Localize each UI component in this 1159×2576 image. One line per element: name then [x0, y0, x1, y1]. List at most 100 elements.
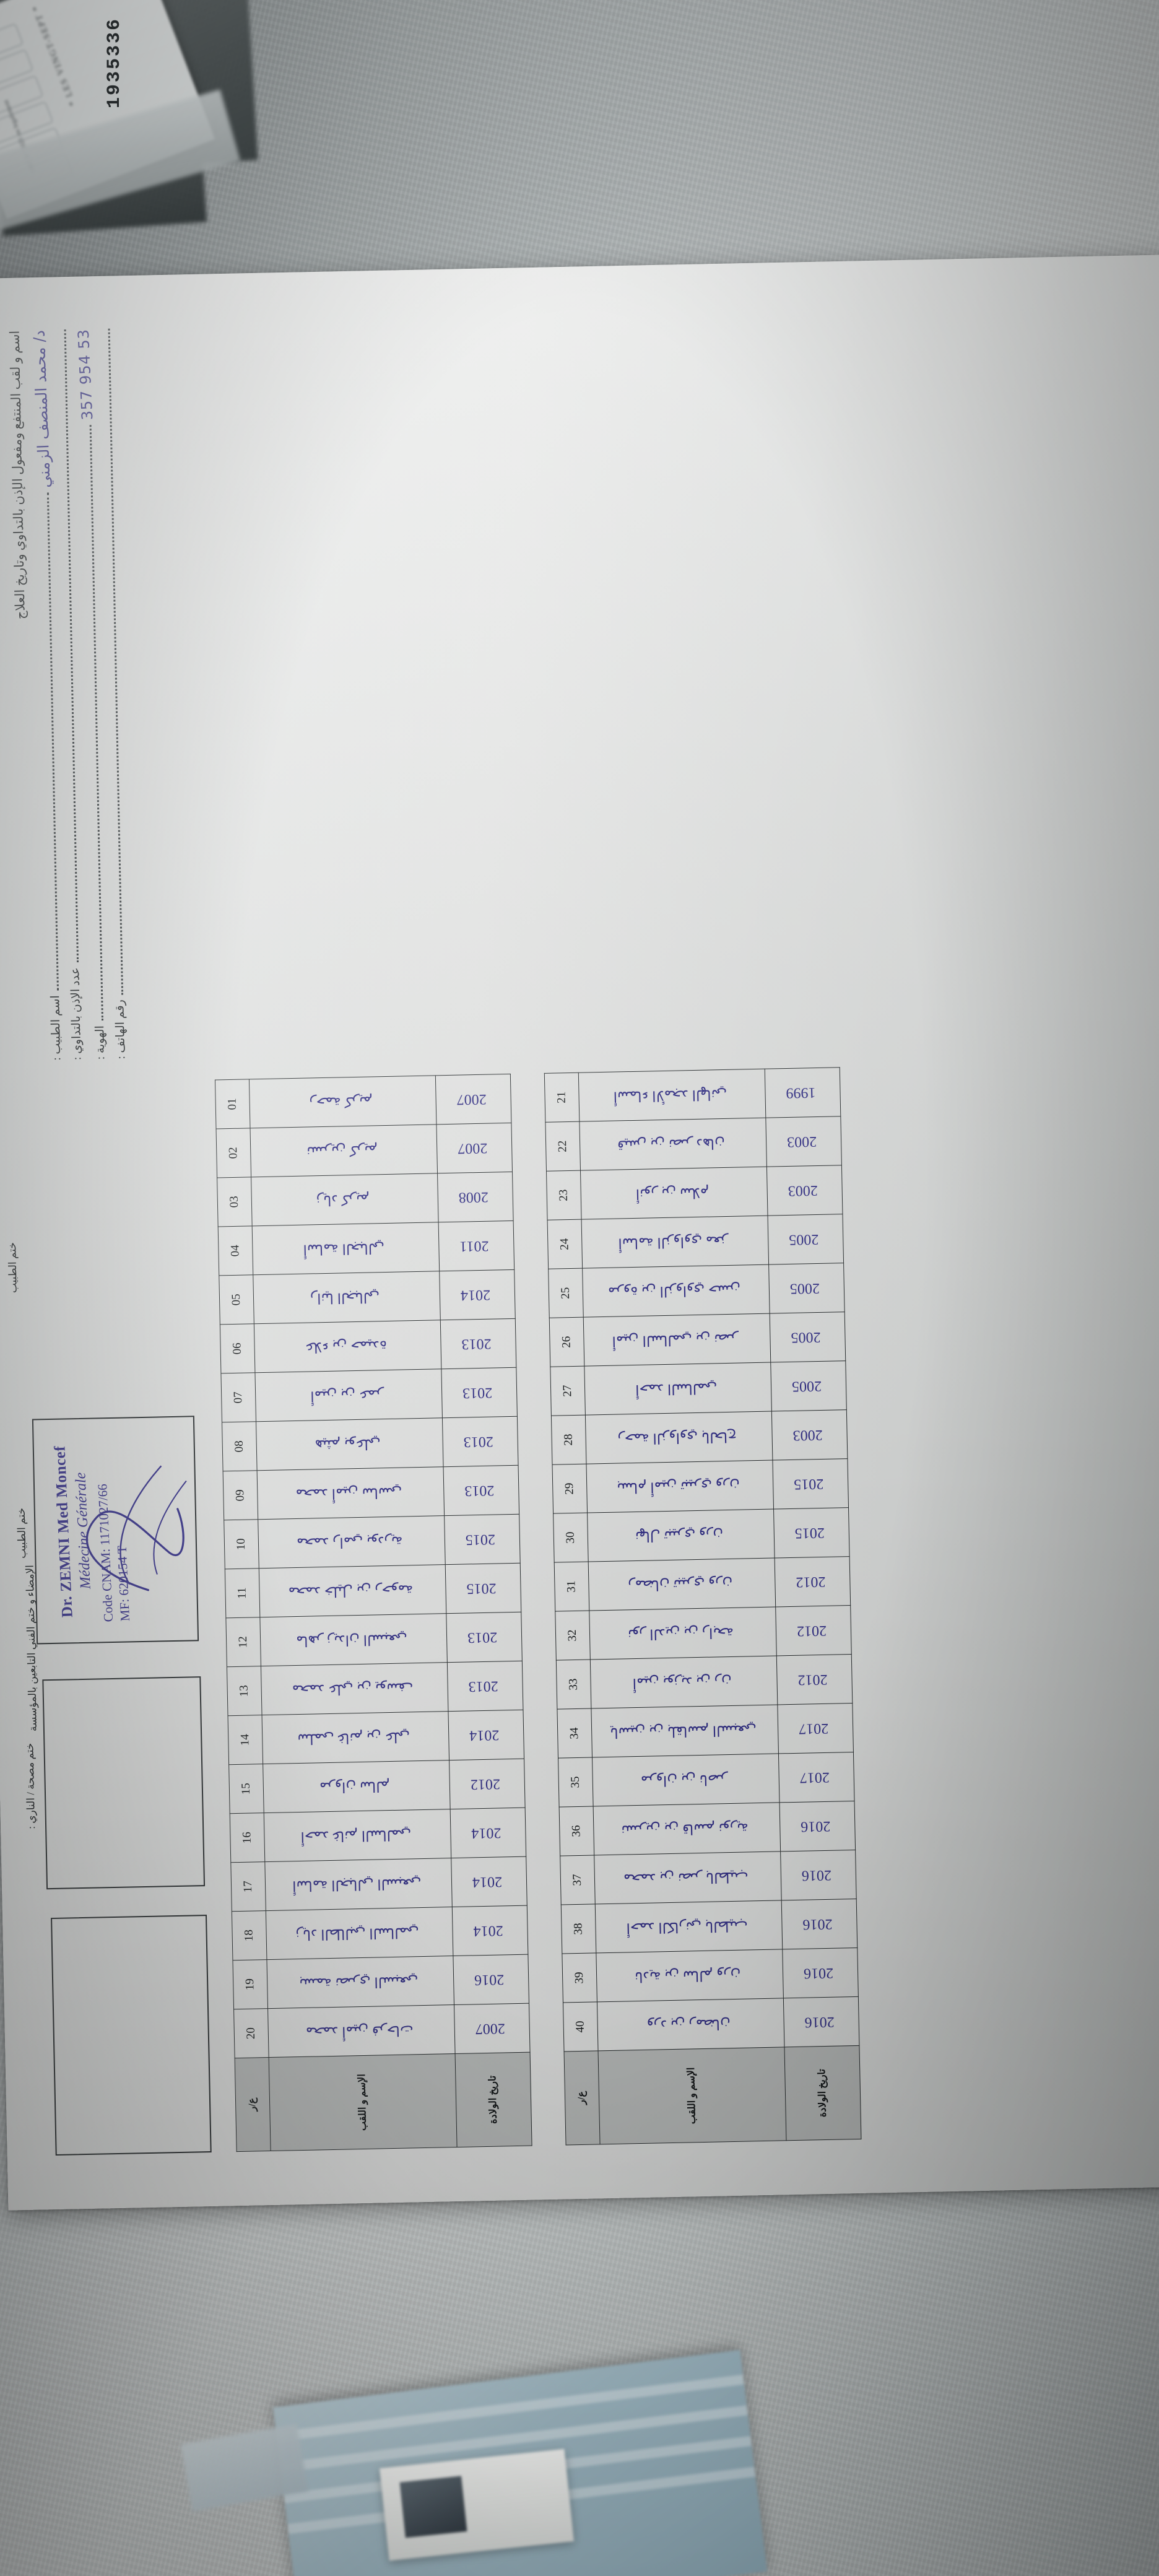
- table-cell-birth[interactable]: 1999: [765, 1067, 841, 1118]
- table-cell-name[interactable]: ماهر زيدان السبعي: [259, 1613, 448, 1666]
- table-cell-serial[interactable]: 39: [562, 1952, 597, 2003]
- table-cell-name[interactable]: ورد بن رمضان: [597, 1998, 784, 2051]
- table-cell-name[interactable]: زياد كريم: [251, 1173, 439, 1226]
- table-cell-name[interactable]: محمد أمين ساسي: [257, 1466, 445, 1520]
- table-cell-serial[interactable]: 35: [558, 1757, 594, 1808]
- table-cell-serial[interactable]: 29: [552, 1464, 588, 1514]
- table-cell-name[interactable]: رانيا الجبالي: [253, 1271, 441, 1324]
- table-cell-name[interactable]: رحمة الزواوي بالحاج: [585, 1411, 773, 1464]
- table-cell-name[interactable]: محمد أمين فرحات: [267, 2004, 456, 2058]
- table-cell-name[interactable]: محمد رامي بودرية: [258, 1515, 446, 1569]
- table-cell-serial[interactable]: 02: [216, 1128, 251, 1178]
- table-cell-name[interactable]: بسام أمين تبيري ورن: [586, 1460, 774, 1513]
- table-cell-birth[interactable]: 2011: [438, 1221, 514, 1271]
- table-cell-serial[interactable]: 12: [225, 1617, 261, 1667]
- table-cell-serial[interactable]: 16: [230, 1812, 265, 1863]
- table-cell-name[interactable]: أسامة الجبالي: [252, 1222, 440, 1275]
- table-cell-name[interactable]: أمين بن عمر: [254, 1368, 443, 1422]
- table-cell-birth[interactable]: 2014: [452, 1905, 528, 1956]
- table-cell-name[interactable]: هيثم بوعلي: [256, 1417, 444, 1471]
- table-cell-name[interactable]: نهال تبيري ورن: [587, 1509, 775, 1562]
- table-cell-birth[interactable]: 2016: [782, 1947, 859, 1998]
- table-cell-name[interactable]: بسمة نصري السبعي: [266, 1956, 454, 2009]
- table-cell-serial[interactable]: 24: [547, 1219, 583, 1269]
- table-cell-serial[interactable]: 20: [233, 2008, 269, 2058]
- table-cell-name[interactable]: نور الدين بن رابحة: [589, 1606, 777, 1660]
- table-cell-birth[interactable]: 2007: [436, 1123, 513, 1173]
- table-cell-birth[interactable]: 2016: [779, 1801, 856, 1852]
- table-cell-name[interactable]: مروة بن الزواوي حسن: [582, 1264, 770, 1318]
- table-cell-birth[interactable]: 2003: [765, 1116, 842, 1167]
- table-cell-name[interactable]: أسامة الزواوي معز: [581, 1216, 769, 1269]
- table-cell-birth[interactable]: 2017: [778, 1752, 855, 1803]
- table-cell-name[interactable]: أسامة الجبالي السبعي: [264, 1858, 453, 1911]
- table-cell-birth[interactable]: 2013: [440, 1318, 516, 1369]
- table-cell-name[interactable]: زياد الطالبي السالمي: [266, 1907, 453, 1960]
- table-cell-serial[interactable]: 04: [218, 1225, 253, 1276]
- table-cell-birth[interactable]: 2017: [777, 1703, 854, 1754]
- table-cell-birth[interactable]: 2016: [780, 1850, 857, 1900]
- table-cell-serial[interactable]: 01: [215, 1079, 251, 1129]
- table-cell-serial[interactable]: 11: [225, 1568, 260, 1618]
- table-cell-birth[interactable]: 2014: [439, 1269, 516, 1320]
- table-cell-serial[interactable]: 13: [227, 1666, 263, 1716]
- signature-box[interactable]: [51, 1915, 212, 2156]
- table-cell-serial[interactable]: 23: [546, 1170, 582, 1221]
- table-cell-name[interactable]: محمد خليل بن رحومة: [259, 1564, 446, 1617]
- table-cell-birth[interactable]: 2013: [441, 1367, 518, 1418]
- clinic-stamp-box[interactable]: [42, 1676, 206, 1890]
- table-cell-name[interactable]: علاء بن حميدة: [254, 1320, 441, 1373]
- table-cell-name[interactable]: نسرين بن قاسم نورية: [593, 1802, 781, 1855]
- table-cell-serial[interactable]: 28: [551, 1415, 587, 1465]
- table-cell-birth[interactable]: 2014: [448, 1710, 524, 1760]
- table-cell-birth[interactable]: 2005: [768, 1214, 844, 1265]
- table-cell-name[interactable]: رمضان تبيري ورن: [588, 1558, 776, 1611]
- table-cell-serial[interactable]: 31: [554, 1562, 589, 1612]
- table-cell-name[interactable]: مروان سالم: [263, 1760, 451, 1813]
- table-cell-name[interactable]: ياسين بن بلقاسم السبعي: [591, 1704, 779, 1757]
- table-cell-serial[interactable]: 38: [561, 1904, 596, 1954]
- table-cell-birth[interactable]: 2005: [768, 1263, 845, 1314]
- table-cell-name[interactable]: أمين السالمي بن نصر: [583, 1313, 771, 1367]
- table-cell-serial[interactable]: 34: [557, 1708, 593, 1759]
- table-cell-serial[interactable]: 15: [228, 1764, 264, 1814]
- table-cell-name[interactable]: محمد علي بن يوسف: [261, 1662, 448, 1715]
- table-cell-serial[interactable]: 37: [560, 1855, 596, 1905]
- table-cell-birth[interactable]: 2012: [776, 1654, 853, 1705]
- table-cell-birth[interactable]: 2013: [443, 1465, 519, 1516]
- table-cell-serial[interactable]: 17: [230, 1861, 266, 1912]
- table-cell-serial[interactable]: 36: [559, 1806, 594, 1856]
- table-cell-serial[interactable]: 14: [228, 1715, 263, 1765]
- table-cell-birth[interactable]: 2003: [771, 1409, 848, 1461]
- table-cell-birth[interactable]: 2013: [447, 1661, 523, 1712]
- table-cell-serial[interactable]: 21: [544, 1073, 580, 1123]
- table-cell-serial[interactable]: 08: [222, 1421, 258, 1471]
- table-cell-name[interactable]: أحمد السالمي: [584, 1362, 772, 1416]
- table-cell-birth[interactable]: 2005: [770, 1312, 846, 1363]
- table-cell-serial[interactable]: 26: [549, 1317, 584, 1367]
- table-cell-birth[interactable]: 2015: [445, 1563, 521, 1614]
- table-cell-birth[interactable]: 2016: [781, 1899, 857, 1949]
- table-cell-name[interactable]: سلمى غانم بن علي: [262, 1711, 449, 1764]
- table-cell-name[interactable]: رحمة كريم: [249, 1075, 436, 1128]
- table-cell-birth[interactable]: 2012: [775, 1605, 852, 1656]
- table-cell-serial[interactable]: 30: [553, 1513, 589, 1563]
- table-cell-birth[interactable]: 2012: [449, 1759, 526, 1809]
- table-cell-serial[interactable]: 25: [548, 1268, 584, 1318]
- table-cell-birth[interactable]: 2005: [770, 1360, 847, 1412]
- table-cell-serial[interactable]: 07: [220, 1372, 256, 1422]
- table-cell-serial[interactable]: 19: [232, 1959, 268, 2009]
- table-cell-serial[interactable]: 09: [223, 1470, 258, 1520]
- table-cell-birth[interactable]: 2013: [446, 1612, 523, 1663]
- table-cell-birth[interactable]: 2016: [783, 1996, 859, 2047]
- table-cell-birth[interactable]: 2012: [775, 1556, 851, 1607]
- table-cell-name[interactable]: محمد بن نصر بالطيب: [594, 1851, 782, 1904]
- table-cell-serial[interactable]: 40: [563, 2001, 599, 2052]
- table-cell-birth[interactable]: 2015: [444, 1514, 521, 1565]
- table-cell-birth[interactable]: 2016: [453, 1954, 529, 2005]
- table-cell-serial[interactable]: 27: [550, 1366, 586, 1416]
- table-cell-name[interactable]: أمين بوزيد بن رن: [590, 1655, 778, 1708]
- table-cell-name[interactable]: نادية بن سالم ورن: [596, 1949, 784, 2002]
- table-cell-birth[interactable]: 2003: [766, 1165, 843, 1216]
- table-cell-name[interactable]: نسرين كريم: [250, 1124, 438, 1177]
